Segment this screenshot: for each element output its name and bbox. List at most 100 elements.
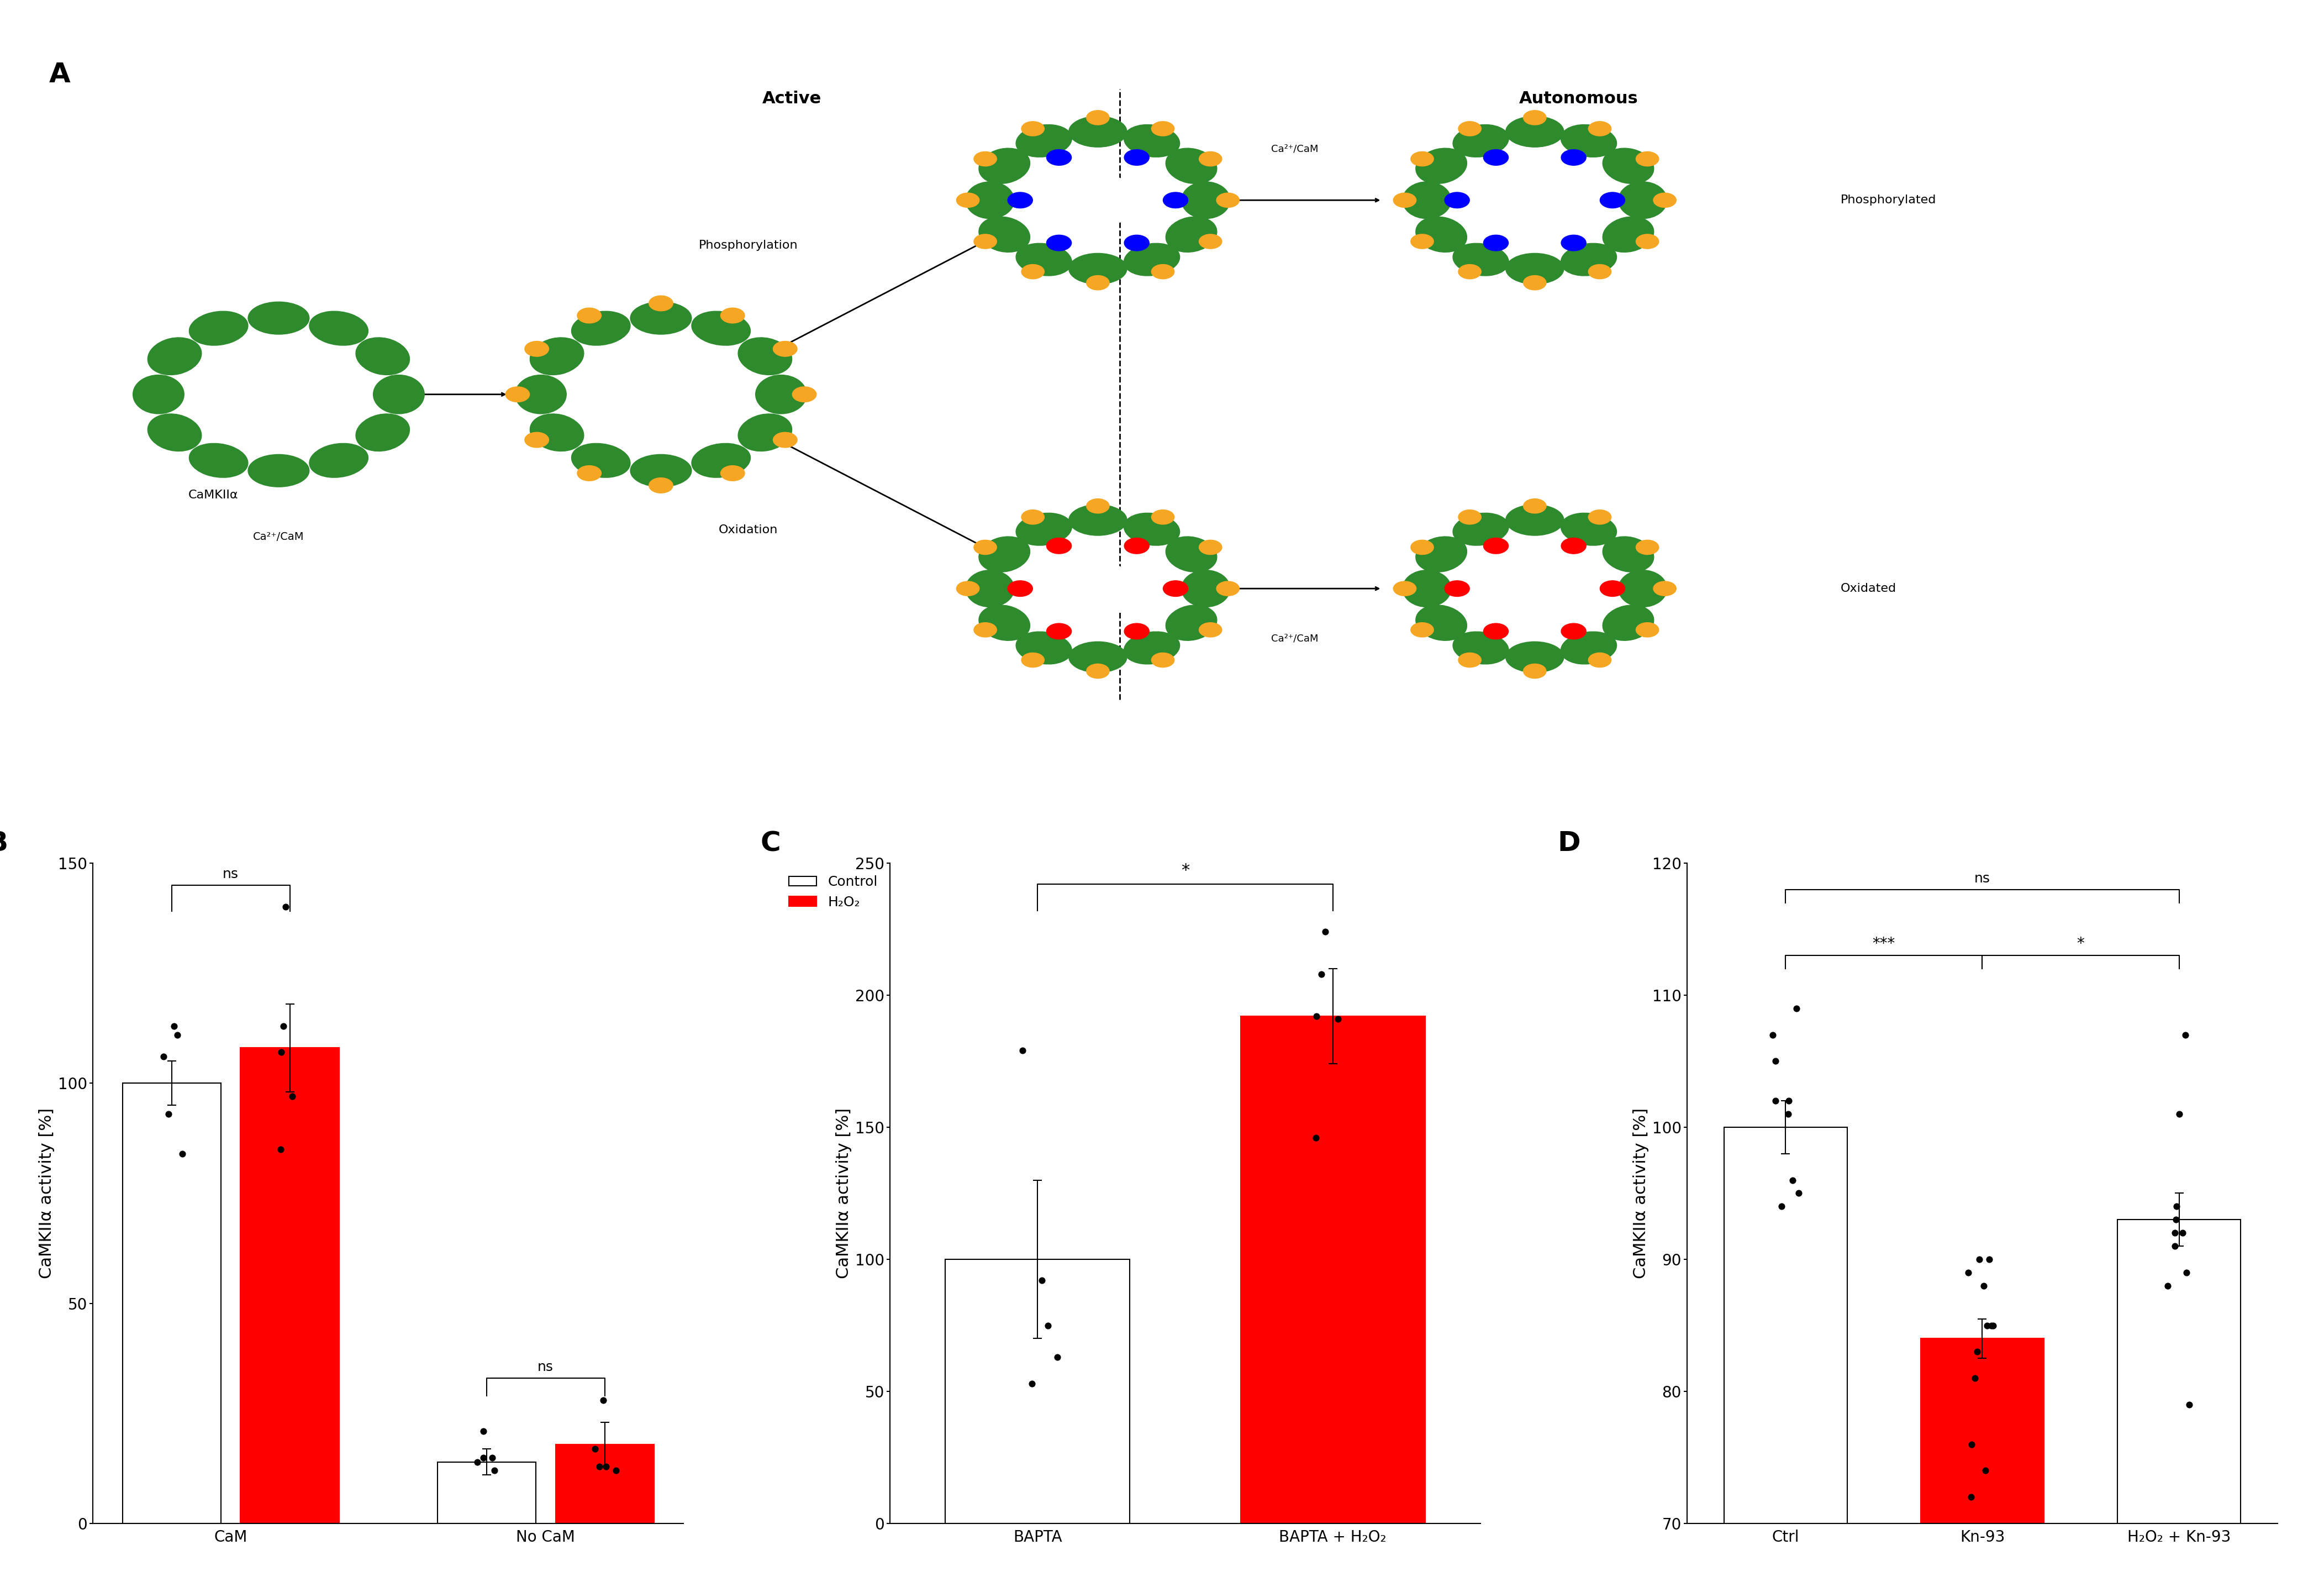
Circle shape: [1483, 149, 1508, 165]
Point: [267, 895, 304, 920]
Ellipse shape: [530, 338, 583, 375]
Ellipse shape: [1452, 125, 1508, 157]
Point: [581, 1454, 618, 1479]
Circle shape: [1162, 581, 1188, 597]
Y-axis label: CaMKIIα activity [%]: CaMKIIα activity [%]: [1634, 1108, 1650, 1279]
Point: [1304, 962, 1341, 987]
Ellipse shape: [1125, 513, 1181, 546]
Circle shape: [1636, 540, 1659, 554]
Bar: [1922, 1338, 2043, 1587]
Circle shape: [525, 341, 548, 357]
Point: [1957, 1365, 1994, 1390]
Ellipse shape: [1069, 254, 1127, 284]
Bar: [242, 1047, 339, 1524]
Circle shape: [774, 341, 797, 357]
Circle shape: [1411, 152, 1434, 167]
Ellipse shape: [1618, 570, 1666, 606]
Bar: [437, 1462, 537, 1524]
Ellipse shape: [1562, 243, 1618, 276]
Point: [1773, 1168, 1810, 1193]
Text: ***: ***: [1873, 936, 1896, 952]
Point: [2150, 1273, 2187, 1298]
Ellipse shape: [1181, 570, 1229, 606]
Point: [1306, 919, 1343, 944]
Circle shape: [648, 478, 674, 494]
Circle shape: [1162, 192, 1188, 208]
Point: [263, 1039, 300, 1065]
Ellipse shape: [1506, 116, 1564, 148]
Ellipse shape: [188, 443, 249, 478]
Ellipse shape: [1415, 217, 1466, 252]
Ellipse shape: [356, 414, 409, 451]
Point: [1961, 1247, 1999, 1273]
Ellipse shape: [1125, 125, 1181, 157]
Circle shape: [1057, 562, 1139, 614]
Ellipse shape: [149, 338, 202, 375]
Ellipse shape: [356, 338, 409, 375]
Point: [2161, 1101, 2199, 1127]
Ellipse shape: [1604, 217, 1655, 252]
Ellipse shape: [1618, 183, 1666, 219]
Point: [1023, 1268, 1060, 1293]
Ellipse shape: [1016, 513, 1071, 546]
Circle shape: [1215, 194, 1239, 208]
Circle shape: [1046, 149, 1071, 165]
Circle shape: [1085, 111, 1109, 125]
Ellipse shape: [1167, 536, 1218, 571]
Circle shape: [1587, 509, 1611, 524]
Text: Ca²⁺/CaM: Ca²⁺/CaM: [253, 532, 304, 543]
Circle shape: [1411, 540, 1434, 554]
Point: [465, 1419, 502, 1444]
Circle shape: [1599, 581, 1624, 597]
Circle shape: [1125, 538, 1148, 554]
Circle shape: [1636, 152, 1659, 167]
Circle shape: [1562, 538, 1585, 554]
Text: *: *: [2078, 936, 2085, 952]
Circle shape: [1046, 235, 1071, 251]
Point: [1971, 1247, 2008, 1273]
Ellipse shape: [309, 443, 367, 478]
Ellipse shape: [978, 536, 1030, 571]
Circle shape: [974, 235, 997, 249]
Point: [465, 1444, 502, 1470]
Circle shape: [1125, 149, 1148, 165]
Ellipse shape: [132, 375, 184, 414]
Circle shape: [1636, 622, 1659, 636]
Text: *: *: [1181, 863, 1190, 879]
Text: B: B: [0, 830, 7, 857]
Circle shape: [1125, 624, 1148, 640]
Circle shape: [1411, 235, 1434, 249]
Circle shape: [1150, 509, 1174, 524]
Circle shape: [1459, 122, 1480, 136]
Ellipse shape: [978, 148, 1030, 184]
Ellipse shape: [1452, 243, 1508, 276]
Ellipse shape: [1506, 641, 1564, 673]
Ellipse shape: [1167, 605, 1218, 641]
Point: [1039, 1344, 1076, 1370]
Circle shape: [1587, 122, 1611, 136]
Ellipse shape: [1016, 632, 1071, 663]
Point: [2157, 1208, 2194, 1233]
Point: [2159, 1193, 2196, 1219]
Circle shape: [1150, 652, 1174, 667]
Text: Autonomous: Autonomous: [1520, 90, 1638, 106]
Text: CaMKIIα: CaMKIIα: [188, 489, 237, 500]
Point: [263, 1136, 300, 1162]
Circle shape: [1023, 265, 1043, 279]
Circle shape: [576, 465, 602, 481]
Point: [1959, 1339, 1996, 1365]
Point: [1968, 1312, 2006, 1338]
Circle shape: [232, 365, 325, 424]
Ellipse shape: [309, 311, 367, 346]
Point: [586, 1387, 623, 1412]
Point: [576, 1436, 614, 1462]
Circle shape: [1046, 624, 1071, 640]
Point: [2171, 1392, 2208, 1417]
Text: A: A: [49, 62, 70, 87]
Ellipse shape: [978, 217, 1030, 252]
Point: [1757, 1089, 1794, 1114]
Legend: Control, H₂O₂: Control, H₂O₂: [783, 870, 883, 914]
Circle shape: [1459, 265, 1480, 279]
Point: [1778, 995, 1815, 1020]
Text: Phosphorylation: Phosphorylation: [700, 240, 797, 251]
